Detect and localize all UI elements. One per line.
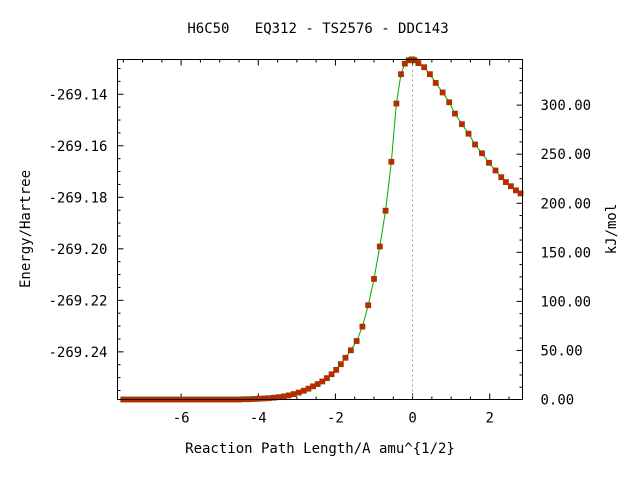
x-axis-label: Reaction Path Length/A amu^{1/2} [185, 441, 455, 457]
data-point [452, 110, 458, 117]
x-tick-label: 2 [485, 411, 493, 427]
data-point [479, 150, 485, 157]
y2-axis-label: kJ/mol [604, 204, 620, 255]
y-axis-label: Energy/Hartree [18, 170, 34, 288]
data-point [365, 302, 372, 309]
x-tick-label: -2 [327, 411, 344, 427]
data-point [427, 71, 433, 78]
data-point [459, 121, 465, 128]
chart-title: H6C50 EQ312 - TS2576 - DDC143 [187, 21, 448, 37]
data-point [371, 276, 377, 282]
y2-tick-label: 250.00 [541, 147, 592, 163]
data-point [382, 207, 389, 214]
data-point [342, 354, 349, 361]
data-point [295, 389, 302, 396]
data-point [415, 60, 422, 67]
data-point [319, 378, 326, 385]
data-point [517, 190, 524, 197]
x-tick-label: -4 [250, 411, 267, 427]
y2-tick-label: 50.00 [541, 343, 583, 359]
data-point [492, 167, 499, 174]
data-point [333, 366, 340, 373]
data-point [401, 60, 408, 67]
data-point [393, 100, 400, 107]
data-point [432, 80, 439, 86]
data-point [337, 361, 344, 368]
data-point [446, 99, 453, 106]
data-point [513, 187, 519, 194]
y-tick-label: -269.16 [48, 139, 107, 155]
y2-tick-label: 300.00 [541, 98, 592, 114]
plot-frame [117, 59, 523, 400]
y2-tick-label: 150.00 [541, 245, 592, 261]
y-tick-label: -269.20 [48, 242, 107, 258]
data-point [376, 243, 383, 250]
y2-tick-label: 200.00 [541, 196, 592, 212]
y-tick-label: -269.22 [48, 293, 107, 309]
data-point [290, 391, 297, 397]
y2-tick-label: 0.00 [541, 393, 575, 409]
data-point [260, 395, 267, 402]
data-point [421, 64, 428, 71]
data-point [439, 89, 446, 96]
data-point [285, 392, 292, 399]
data-point [255, 395, 262, 402]
data-point [359, 323, 366, 330]
y-tick-label: -269.14 [48, 87, 107, 103]
x-tick-label: 0 [408, 411, 416, 427]
data-point [353, 338, 360, 344]
y-tick-label: -269.18 [48, 190, 107, 206]
data-point [347, 347, 354, 354]
energy-curve [123, 59, 521, 400]
data-point [498, 174, 505, 181]
data-point [486, 159, 492, 166]
data-point [465, 130, 472, 137]
data-point [328, 371, 335, 378]
x-tick-label: -6 [173, 411, 190, 427]
data-point [280, 393, 287, 400]
y-tick-label: -269.24 [48, 345, 107, 361]
data-point [388, 158, 395, 165]
data-point [275, 394, 282, 401]
y2-tick-label: 100.00 [541, 294, 592, 310]
data-point [472, 141, 478, 148]
data-point [503, 179, 509, 186]
data-point [250, 396, 257, 402]
data-point [508, 183, 514, 190]
data-point [398, 71, 404, 78]
data-point [324, 375, 330, 382]
